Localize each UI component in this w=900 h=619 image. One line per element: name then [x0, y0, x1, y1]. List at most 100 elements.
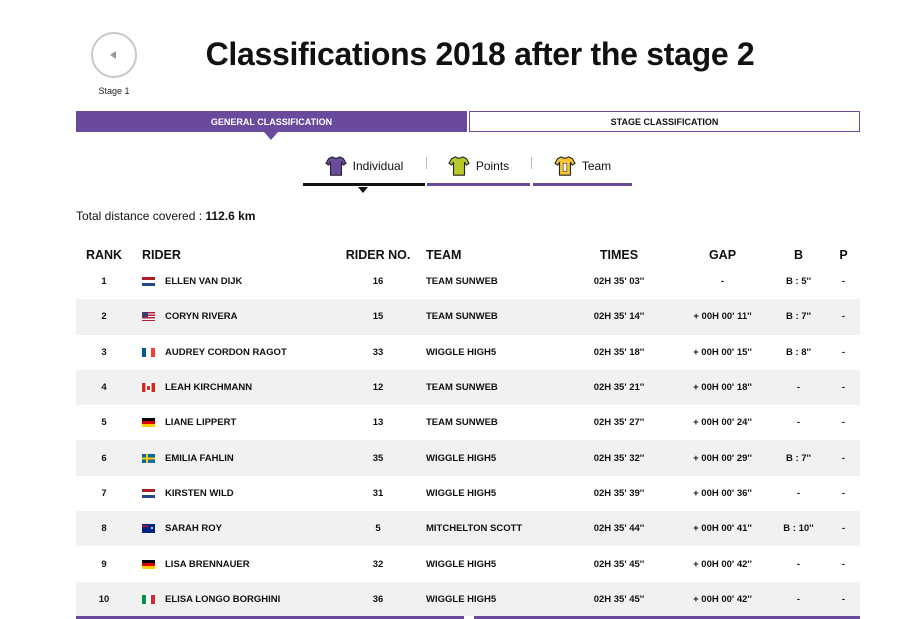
- tab-individual[interactable]: Individual: [303, 146, 425, 193]
- rider-cell: KIRSTEN WILD: [132, 488, 330, 499]
- team-cell[interactable]: TEAM SUNWEB: [426, 311, 498, 323]
- team-cell[interactable]: TEAM SUNWEB: [426, 417, 498, 429]
- team-cell[interactable]: MITCHELTON SCOTT: [426, 523, 523, 535]
- tab-points[interactable]: Points: [427, 146, 530, 186]
- tab-individual-label: Individual: [352, 159, 404, 173]
- flag-se-icon: [142, 453, 155, 463]
- header-penalty: P: [839, 247, 848, 262]
- team-cell[interactable]: WIGGLE HIGH5: [426, 558, 497, 570]
- rider-cell: LISA BRENNAUER: [132, 559, 330, 570]
- gap-cell: + 00H 00' 36'': [693, 487, 752, 499]
- rider-name-link[interactable]: CORYN RIVERA: [165, 311, 238, 323]
- time-cell: 02H 35' 32'': [593, 452, 645, 464]
- rank-cell: 6: [101, 452, 107, 464]
- yellow-jersey-icon: [554, 156, 576, 176]
- gap-cell: + 00H 00' 11'': [693, 311, 752, 323]
- table-row: 8 SARAH ROY 5 MITCHELTON SCOTT 02H 35' 44'' +…: [76, 511, 860, 547]
- tab-divider: [531, 157, 532, 169]
- time-cell: 02H 35' 45'': [593, 593, 645, 605]
- header-times: TIMES: [599, 247, 639, 262]
- rank-cell: 3: [101, 346, 107, 358]
- time-cell: 02H 35' 27'': [593, 417, 645, 429]
- penalty-cell: -: [841, 382, 846, 394]
- bonus-cell: -: [796, 593, 801, 605]
- rider-name-link[interactable]: AUDREY CORDON RAGOT: [165, 346, 287, 358]
- flag-nl-icon: [142, 277, 155, 287]
- rider-cell: ELLEN VAN DIJK: [132, 276, 330, 287]
- rider-number-cell: 13: [372, 417, 384, 429]
- bonus-cell: -: [796, 487, 801, 499]
- tab-team[interactable]: Team: [533, 146, 632, 186]
- time-cell: 02H 35' 44'': [593, 523, 645, 535]
- rider-name-link[interactable]: EMILIA FAHLIN: [165, 452, 234, 464]
- bonus-cell: B : 5'': [785, 276, 812, 288]
- team-cell[interactable]: TEAM SUNWEB: [426, 382, 498, 394]
- table-row: 1 ELLEN VAN DIJK 16 TEAM SUNWEB 02H 35' 03''…: [76, 264, 860, 299]
- gap-cell: + 00H 00' 42'': [693, 558, 752, 570]
- gap-cell: + 00H 00' 15'': [693, 346, 752, 358]
- rider-name-link[interactable]: LISA BRENNAUER: [165, 558, 250, 570]
- rider-number-cell: 36: [372, 593, 384, 605]
- flag-de-icon: [142, 559, 155, 569]
- flag-fr-icon: [142, 347, 155, 357]
- rank-cell: 7: [101, 487, 107, 499]
- rank-cell: 4: [101, 382, 107, 394]
- penalty-cell: -: [841, 593, 846, 605]
- table-row: 6 EMILIA FAHLIN 35 WIGGLE HIGH5 02H 35' 32''…: [76, 440, 860, 476]
- penalty-cell: -: [841, 487, 846, 499]
- rider-name-link[interactable]: ELLEN VAN DIJK: [165, 276, 243, 288]
- total-distance: Total distance covered : 112.6 km: [76, 209, 255, 223]
- purple-jersey-icon: [325, 156, 347, 176]
- rider-number-cell: 32: [372, 558, 384, 570]
- previous-stage-label[interactable]: Stage 1: [98, 86, 130, 96]
- team-cell[interactable]: WIGGLE HIGH5: [426, 452, 497, 464]
- table-row: 3 AUDREY CORDON RAGOT 33 WIGGLE HIGH5 02H 35…: [76, 335, 860, 370]
- tab-stage-classification[interactable]: STAGE CLASSIFICATION: [469, 111, 860, 132]
- team-cell[interactable]: WIGGLE HIGH5: [426, 593, 497, 605]
- rider-cell: LEAH KIRCHMANN: [132, 382, 330, 393]
- bonus-cell: B : 7'': [785, 311, 812, 323]
- gap-cell: + 00H 00' 29'': [693, 452, 752, 464]
- flag-de-icon: [142, 418, 155, 428]
- rider-name-link[interactable]: KIRSTEN WILD: [165, 487, 234, 499]
- active-tab-indicator: [358, 187, 368, 193]
- team-cell[interactable]: WIGGLE HIGH5: [426, 487, 497, 499]
- bonus-cell: -: [796, 558, 801, 570]
- tab-general-classification[interactable]: GENERAL CLASSIFICATION: [76, 111, 467, 140]
- header-gap: GAP: [708, 247, 737, 262]
- rider-name-link[interactable]: SARAH ROY: [165, 523, 223, 535]
- rider-name-link[interactable]: ELISA LONGO BORGHINI: [165, 593, 281, 605]
- rider-number-cell: 35: [372, 452, 384, 464]
- table-body: 1 ELLEN VAN DIJK 16 TEAM SUNWEB 02H 35' 03''…: [76, 264, 860, 617]
- bonus-cell: -: [796, 382, 801, 394]
- time-cell: 02H 35' 45'': [593, 558, 645, 570]
- rank-cell: 8: [101, 523, 107, 535]
- classification-tabs: GENERAL CLASSIFICATION STAGE CLASSIFICAT…: [76, 111, 860, 140]
- time-cell: 02H 35' 39'': [593, 487, 645, 499]
- rider-cell: CORYN RIVERA: [132, 311, 330, 322]
- header-rider-no: RIDER NO.: [345, 247, 411, 262]
- rider-number-cell: 15: [372, 311, 384, 323]
- rank-cell: 10: [98, 593, 110, 605]
- flag-nl-icon: [142, 488, 155, 498]
- gap-cell: + 00H 00' 18'': [693, 382, 752, 394]
- previous-stage-button[interactable]: [91, 32, 137, 78]
- tab-underline: [427, 183, 530, 186]
- team-cell[interactable]: TEAM SUNWEB: [426, 276, 498, 288]
- rider-number-cell: 16: [372, 276, 384, 288]
- rank-cell: 5: [101, 417, 107, 429]
- flag-ca-icon: [142, 383, 155, 393]
- rider-name-link[interactable]: LEAH KIRCHMANN: [165, 382, 253, 394]
- classification-table: RANK RIDER RIDER NO. TEAM TIMES GAP B P …: [76, 245, 860, 617]
- team-cell[interactable]: WIGGLE HIGH5: [426, 346, 497, 358]
- rider-name-link[interactable]: LIANE LIPPERT: [165, 417, 237, 429]
- rider-cell: ELISA LONGO BORGHINI: [132, 594, 330, 605]
- total-distance-label: Total distance covered :: [76, 209, 203, 223]
- rider-cell: SARAH ROY: [132, 523, 330, 534]
- rider-cell: AUDREY CORDON RAGOT: [132, 347, 330, 358]
- flag-au-icon: [142, 524, 155, 534]
- tab-divider: [426, 157, 427, 169]
- penalty-cell: -: [841, 452, 846, 464]
- gap-cell: + 00H 00' 42'': [693, 593, 752, 605]
- classification-sub-tabs: Individual Points Team: [303, 146, 633, 193]
